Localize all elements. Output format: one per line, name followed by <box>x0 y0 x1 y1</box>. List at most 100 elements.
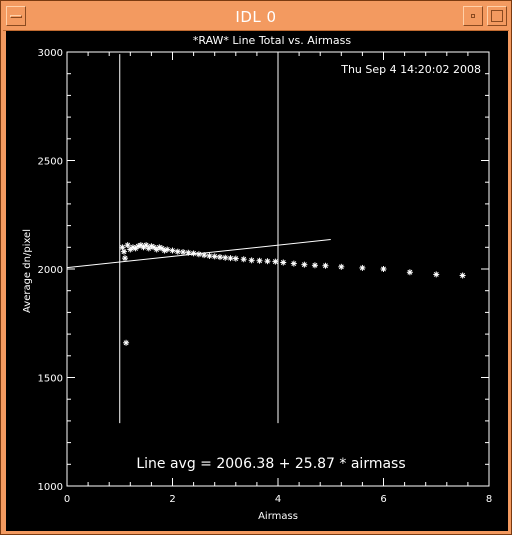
data-point <box>256 257 263 264</box>
data-point <box>311 262 318 269</box>
asterisk-stroke <box>138 242 144 248</box>
fit-equation-label: Line avg = 2006.38 + 25.87 * airmass <box>136 456 405 472</box>
data-point <box>195 251 202 258</box>
y-tick-label: 3000 <box>38 48 63 59</box>
data-point <box>216 254 223 261</box>
asterisk-stroke <box>338 264 344 270</box>
minimize-button[interactable] <box>463 6 483 26</box>
y-tick-label: 1000 <box>38 482 63 493</box>
y-axis-label: Average dn/pixel <box>22 229 33 313</box>
data-point <box>227 255 234 262</box>
asterisk-stroke <box>217 254 223 260</box>
data-point <box>123 339 130 346</box>
data-point <box>169 247 176 254</box>
asterisk-stroke <box>264 258 270 264</box>
data-point <box>433 271 440 278</box>
asterisk-stroke <box>312 262 318 268</box>
data-point <box>206 252 213 259</box>
timestamp-label: Thu Sep 4 14:20:02 2008 <box>340 63 481 76</box>
window-menu-button[interactable] <box>6 6 26 26</box>
y-tick-label: 2500 <box>38 157 63 168</box>
x-tick-label: 2 <box>169 494 175 505</box>
x-tick-label: 8 <box>486 494 492 505</box>
data-point <box>322 262 329 269</box>
data-point <box>120 248 127 255</box>
data-point <box>280 259 287 266</box>
data-point <box>232 255 239 262</box>
y-tick-label: 2000 <box>38 265 63 276</box>
asterisk-stroke <box>175 249 181 255</box>
asterisk-stroke <box>433 271 439 277</box>
data-point <box>164 246 171 253</box>
asterisk-stroke <box>233 256 239 262</box>
asterisk-stroke <box>228 255 233 261</box>
data-point <box>122 255 129 262</box>
x-tick-label: 6 <box>380 494 386 505</box>
maximize-button[interactable] <box>487 6 507 26</box>
asterisk-stroke <box>280 260 286 265</box>
minimize-icon <box>471 14 475 18</box>
scatter-plot: *RAW* Line Total vs. Airmass Thu Sep 4 1… <box>22 34 492 522</box>
asterisk-stroke <box>222 255 228 261</box>
asterisk-stroke <box>196 251 202 257</box>
data-point <box>459 272 466 279</box>
asterisk-stroke <box>125 242 131 248</box>
data-point <box>406 269 413 276</box>
asterisk-stroke <box>249 257 255 263</box>
window-menu-icon <box>10 15 22 18</box>
asterisk-stroke <box>185 250 191 256</box>
asterisk-stroke <box>291 261 297 267</box>
asterisk-stroke <box>191 250 197 256</box>
asterisk-stroke <box>151 244 157 250</box>
data-point <box>359 264 366 271</box>
asterisk-stroke <box>201 252 207 258</box>
window-title: IDL 0 <box>235 8 277 26</box>
data-point <box>211 253 218 260</box>
data-point <box>185 249 192 256</box>
asterisk-stroke <box>460 273 466 278</box>
asterisk-stroke <box>159 245 165 251</box>
x-tick-label: 0 <box>64 494 70 505</box>
asterisk-stroke <box>206 253 212 259</box>
data-point <box>174 248 181 255</box>
data-point <box>201 252 208 259</box>
data-point <box>264 258 271 265</box>
asterisk-stroke <box>164 247 170 252</box>
data-point <box>290 260 297 267</box>
asterisk-stroke <box>407 269 413 275</box>
asterisk-stroke <box>381 266 386 272</box>
plot-canvas: *RAW* Line Total vs. Airmass Thu Sep 4 1… <box>6 31 508 531</box>
asterisk-stroke <box>156 244 162 250</box>
data-point <box>124 242 131 249</box>
data-point <box>272 258 279 265</box>
asterisk-stroke <box>119 244 125 250</box>
asterisk-stroke <box>180 249 186 255</box>
asterisk-stroke <box>148 243 154 249</box>
asterisk-stroke <box>123 340 129 346</box>
chart-title: *RAW* Line Total vs. Airmass <box>193 34 351 47</box>
data-point <box>240 256 247 263</box>
asterisk-stroke <box>122 255 128 261</box>
asterisk-stroke <box>359 265 365 271</box>
data-point <box>222 254 229 261</box>
asterisk-stroke <box>301 262 307 268</box>
x-tick-label: 4 <box>275 494 281 505</box>
data-point <box>190 250 197 257</box>
x-axis-label: Airmass <box>258 511 298 522</box>
asterisk-stroke <box>272 259 278 265</box>
title-bar[interactable]: IDL 0 <box>3 3 509 31</box>
maximize-icon <box>491 10 503 22</box>
asterisk-stroke <box>170 248 175 254</box>
data-point <box>380 266 387 272</box>
asterisk-stroke <box>121 249 127 255</box>
data-point <box>143 242 150 249</box>
asterisk-stroke <box>212 253 218 259</box>
asterisk-stroke <box>257 258 262 264</box>
asterisk-stroke <box>241 256 247 262</box>
data-point <box>180 249 187 256</box>
data-point <box>338 263 345 270</box>
y-tick-label: 1500 <box>38 374 63 385</box>
data-point <box>248 257 255 264</box>
asterisk-stroke <box>130 244 136 250</box>
